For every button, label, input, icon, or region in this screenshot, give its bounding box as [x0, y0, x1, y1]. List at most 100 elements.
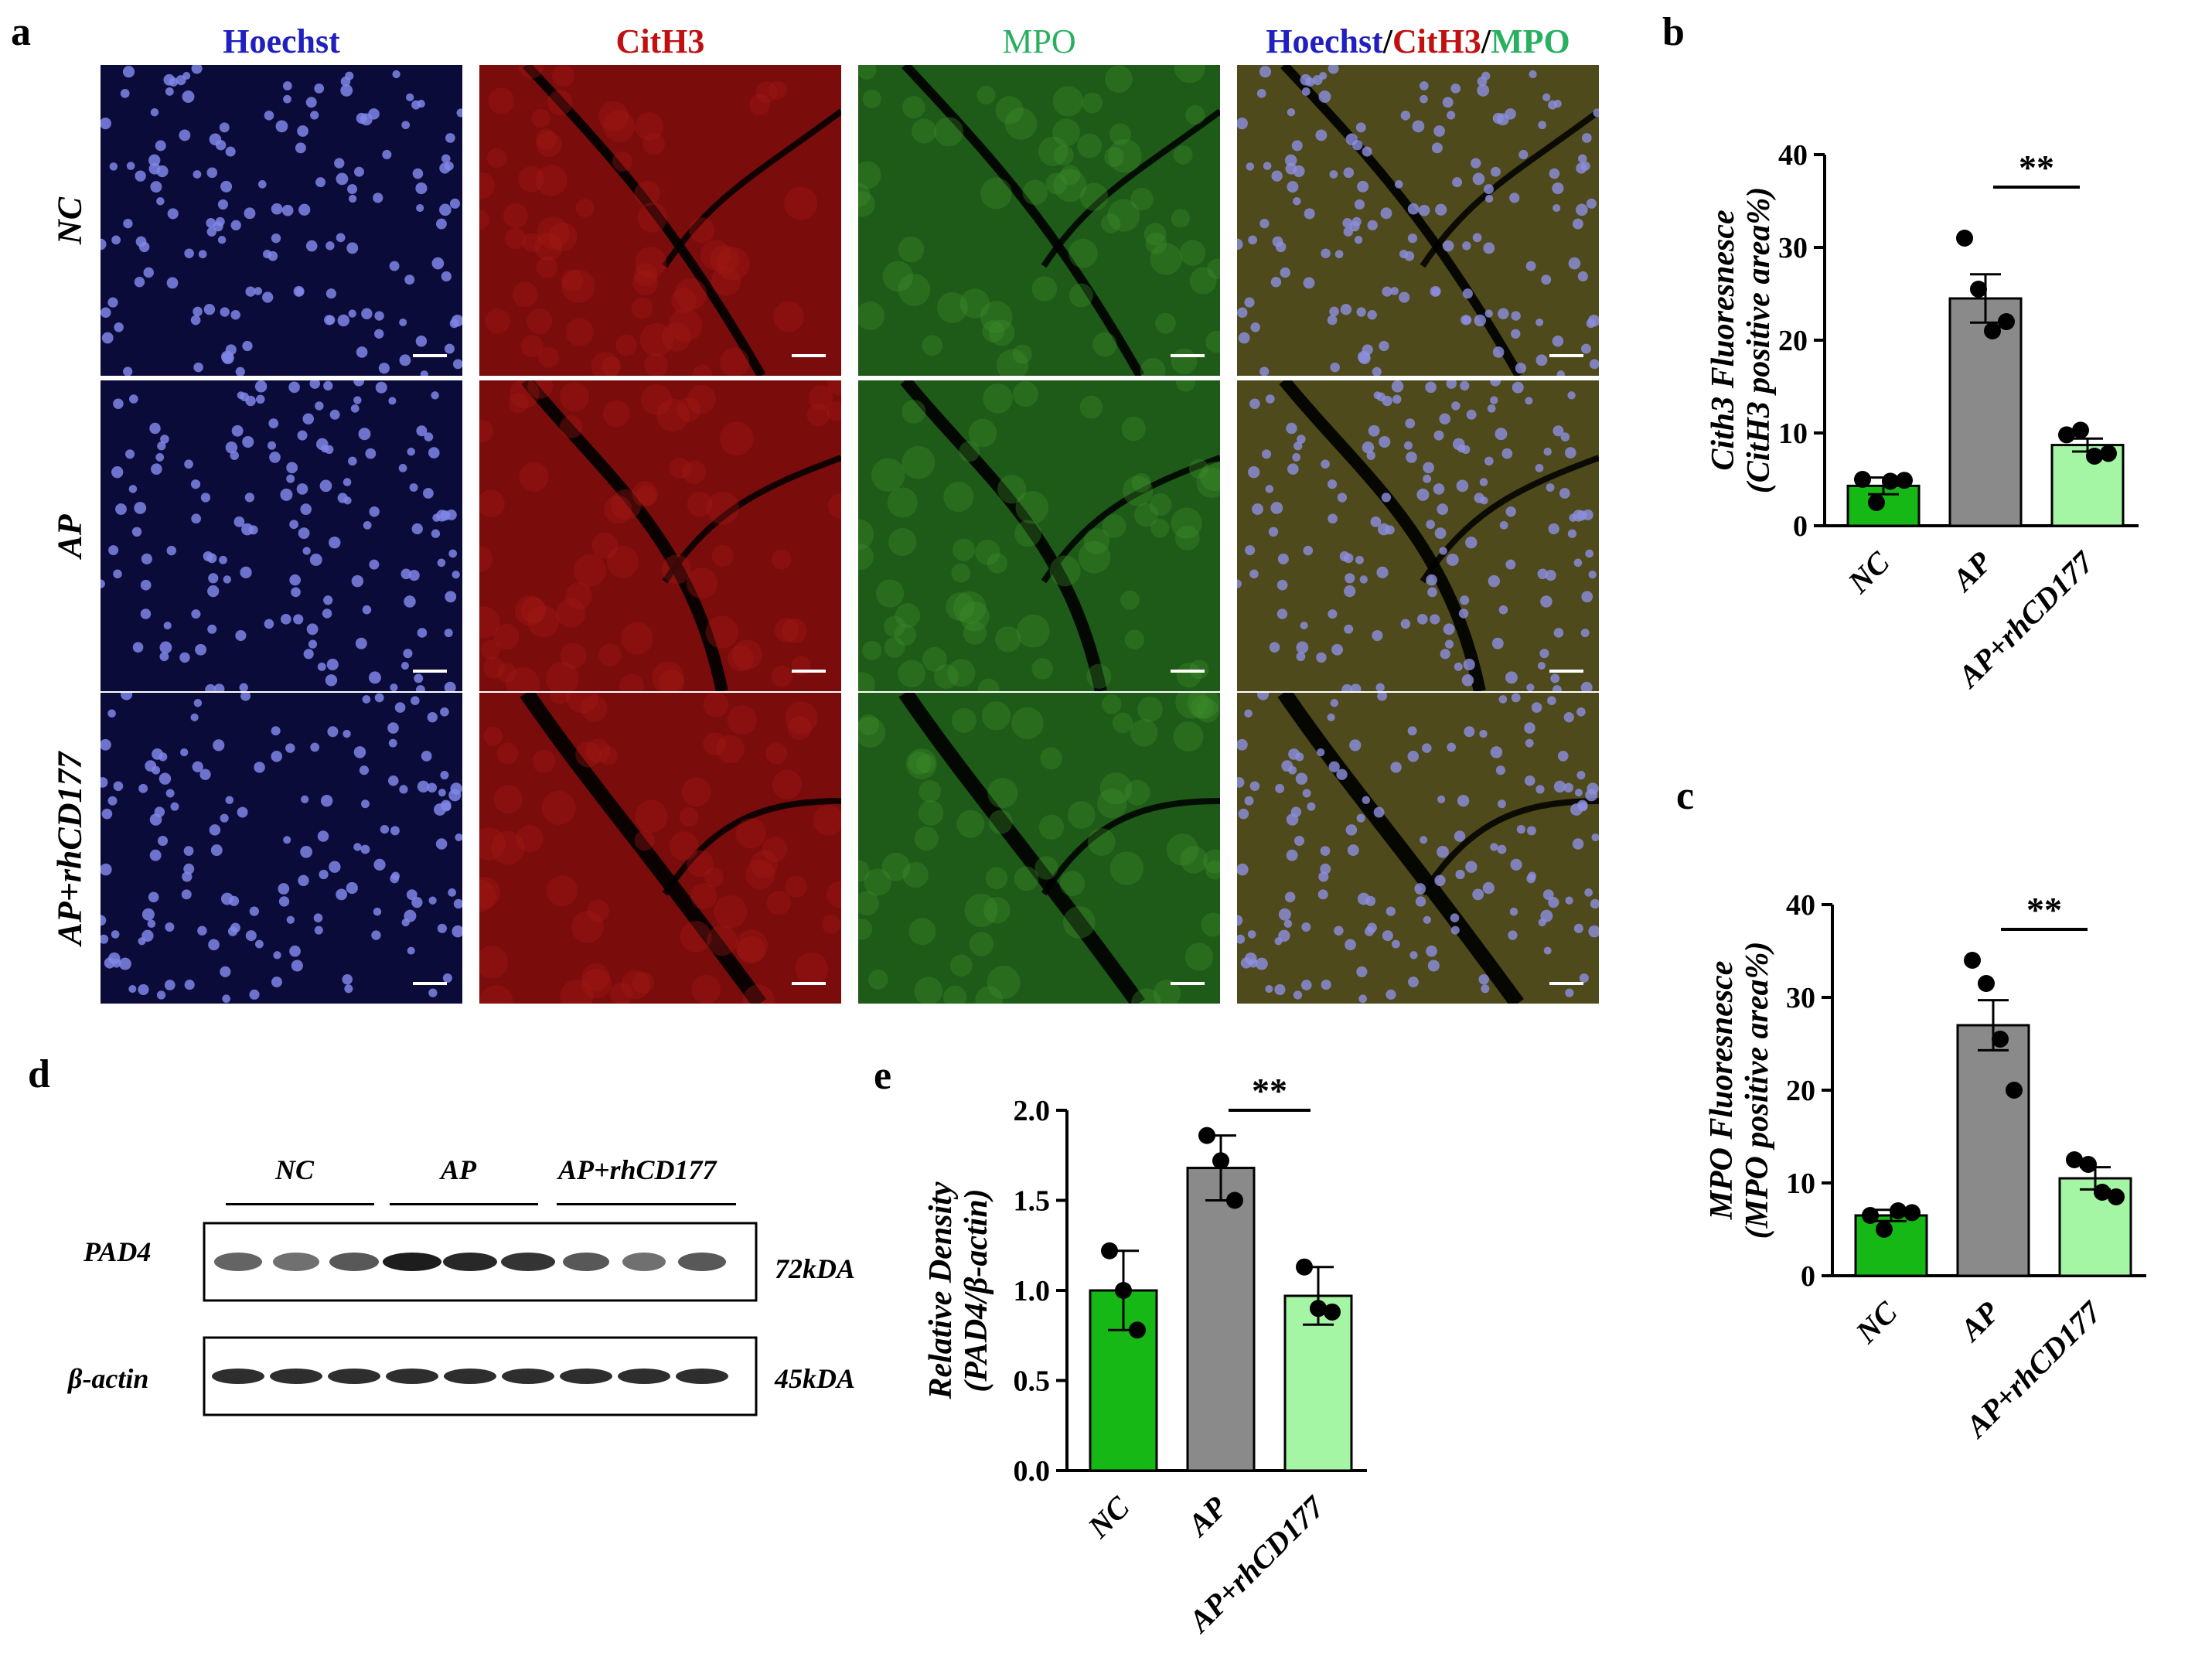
data-point: [1854, 471, 1871, 488]
significance-label: **: [2026, 890, 2062, 929]
x-tick-label: NC: [1849, 1294, 1905, 1351]
scale-bar: [792, 670, 826, 673]
data-point: [1226, 1191, 1243, 1209]
wb-band-beta-actin: [618, 1369, 670, 1384]
data-point: [1984, 322, 2001, 339]
data-point: [1115, 1282, 1132, 1299]
bar-ap: [1948, 297, 2023, 527]
wb-band-pad4: [622, 1253, 666, 1271]
micrograph-ap-rhcd177-hoechst: [101, 693, 462, 1004]
data-point: [2086, 448, 2103, 465]
western-blot: [203, 1222, 758, 1416]
data-point: [1890, 1202, 1907, 1219]
y-axis-label: Relative Density: [923, 1181, 959, 1399]
significance-label: **: [1252, 1071, 1287, 1110]
y-tick-label: 2.0: [1014, 1095, 1051, 1127]
wb-group-line-ap-rhcd177: [557, 1203, 736, 1205]
wb-band-beta-actin: [676, 1369, 728, 1384]
data-point: [2072, 421, 2089, 439]
micrograph-ap-rhcd177-cith3: [479, 693, 841, 1004]
y-axis-label: Cith3 Fluoresnesce: [1706, 210, 1741, 470]
merge-sep-2: /: [1481, 22, 1491, 60]
wb-size-72kda: 72kDA: [775, 1253, 856, 1284]
wb-label-beta-actin: β-actin: [68, 1363, 149, 1394]
micrograph-ap-rhcd177-mpo: [858, 693, 1220, 1004]
data-point: [1868, 494, 1885, 511]
x-tick-label: AP: [1179, 1489, 1233, 1543]
wb-band-beta-actin: [386, 1369, 438, 1384]
row-label-ap: AP: [50, 514, 89, 558]
wb-band-beta-actin: [502, 1369, 554, 1384]
bar-ap: [1956, 1024, 2030, 1277]
x-tick-label: NC: [1081, 1489, 1137, 1546]
micrograph-ap-rhcd177-merge: [1237, 693, 1599, 1004]
y-tick-label: 10: [1786, 1167, 1815, 1200]
micrograph-ap-hoechst: [101, 380, 462, 691]
data-point: [2108, 1188, 2125, 1205]
micrograph-ap-merge: [1237, 380, 1599, 691]
micrograph-nc-merge: [1237, 65, 1599, 376]
data-point: [1956, 230, 1973, 247]
y-tick-label: 1.5: [1014, 1185, 1051, 1218]
panel-e-letter: e: [874, 1054, 892, 1098]
wb-band-pad4: [563, 1253, 609, 1271]
wb-label-pad4: PAD4: [84, 1236, 152, 1267]
scale-bar: [792, 354, 826, 357]
micrograph-nc-mpo: [858, 65, 1220, 376]
y-axis-label-secondary: (CitH3 positive area%): [1741, 187, 1777, 494]
wb-band-pad4: [214, 1253, 262, 1271]
y-tick-label: 0.5: [1014, 1365, 1051, 1398]
data-point: [1212, 1152, 1229, 1170]
column-header-cith3: CitH3: [615, 22, 705, 60]
y-tick-label: 20: [1786, 1075, 1815, 1107]
scale-bar: [1171, 670, 1205, 673]
y-axis-label-secondary: (MPO positive area%): [1740, 942, 1775, 1239]
column-header-merge: Hoechst/CitH3/MPO: [1237, 22, 1599, 61]
wb-band-beta-actin: [212, 1369, 264, 1384]
wb-group-ap: AP: [441, 1154, 477, 1185]
scale-bar: [413, 354, 447, 357]
wb-group-nc: NC: [275, 1154, 315, 1185]
scale-bar: [1549, 670, 1583, 673]
chart-c: 0 10 20 30 40 MPO Fluoresnesce (MPO positive a…: [1704, 889, 2146, 1445]
data-point: [1324, 1303, 1341, 1321]
data-point: [2006, 1082, 2023, 1099]
wb-band-pad4: [329, 1253, 379, 1271]
y-tick-label: 1.0: [1014, 1275, 1051, 1307]
data-point: [1992, 1031, 2009, 1048]
wb-band-pad4: [443, 1253, 497, 1271]
data-point: [2058, 426, 2075, 444]
wb-band-beta-actin: [560, 1369, 612, 1384]
data-point: [1129, 1321, 1146, 1339]
wb-group-line-nc: [226, 1203, 374, 1205]
data-point: [1296, 1258, 1313, 1276]
y-tick-label: 10: [1778, 418, 1808, 450]
y-axis-label: MPO Fluoresnesce: [1704, 961, 1740, 1221]
merge-cith3: CitH3: [1392, 22, 1481, 60]
data-point: [1964, 952, 1981, 969]
scale-bar: [1549, 354, 1583, 357]
scale-bar: [792, 982, 826, 985]
x-tick-label: AP: [1951, 1294, 2006, 1348]
x-tick-label: NC: [1841, 544, 1897, 601]
data-point: [1862, 1207, 1879, 1224]
panel-b-letter: b: [1662, 10, 1685, 54]
y-tick-label: 30: [1778, 232, 1808, 264]
wb-band-beta-actin: [270, 1369, 322, 1384]
wb-band-pad4: [678, 1253, 726, 1271]
wb-band-beta-actin: [328, 1369, 380, 1384]
data-point: [1978, 975, 1995, 992]
chart-e: 0.0 0.5 1.0 1.5 2.0 Relative Density (PAD4/β-a…: [923, 1071, 1367, 1640]
y-tick-label: 30: [1786, 982, 1815, 1014]
y-tick-label: 40: [1786, 889, 1815, 922]
wb-band-pad4: [501, 1253, 555, 1271]
micrograph-ap-cith3: [479, 380, 841, 691]
scale-bar: [413, 670, 447, 673]
wb-group-line-ap: [390, 1203, 538, 1205]
y-axis-label-secondary: (PAD4/β-actin): [959, 1188, 994, 1392]
data-point: [2066, 1151, 2083, 1168]
panel-d-letter: d: [28, 1052, 50, 1096]
data-point: [2094, 1184, 2111, 1201]
bar-ap: [1186, 1167, 1256, 1472]
row-label-nc: NC: [50, 196, 89, 245]
